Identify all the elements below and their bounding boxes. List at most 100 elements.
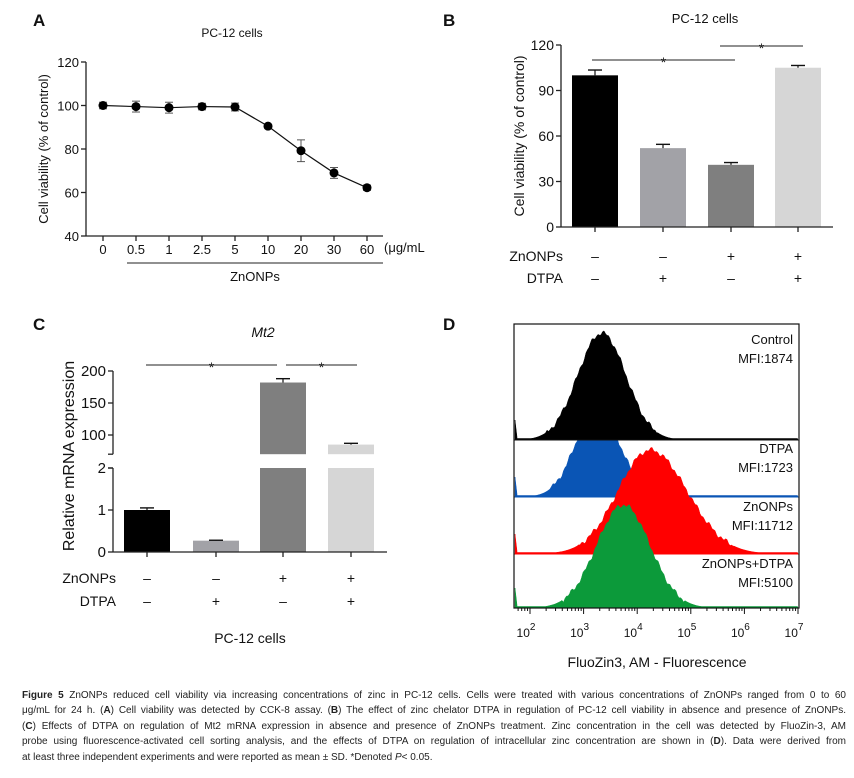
x-tick-label: 60 <box>360 242 374 257</box>
y-tick-label: 40 <box>65 229 79 244</box>
condition-sign: + <box>727 248 735 264</box>
caption-text: ) Cell viability was detected by CCK-8 a… <box>110 705 331 717</box>
data-point <box>98 101 108 110</box>
caption-line: (C) Effects of DTPA on regulation of Mt2… <box>22 719 846 734</box>
y-tick-label: 100 <box>81 427 106 444</box>
significance-star: * <box>661 54 667 70</box>
y-tick-label: 150 <box>81 395 106 412</box>
caption-text: < 0.05. <box>401 751 433 763</box>
caption-line: μg/mL for 24 h. (A) Cell viability was d… <box>22 703 846 718</box>
panel-label-c: C <box>33 315 45 334</box>
mfi-label-control: MFI:1874 <box>738 351 793 366</box>
x-tick-exponent: 3 <box>583 622 589 633</box>
series-label-dtpa: DTPA <box>759 441 793 456</box>
y-tick-label: 90 <box>538 83 554 99</box>
caption-line: Figure 5 ZnONPs reduced cell viability v… <box>22 688 846 703</box>
x-tick-label: 107 <box>785 622 804 640</box>
x-tick-base: 10 <box>677 626 691 640</box>
x-tick-exponent: 4 <box>637 622 643 633</box>
bar-lower-segment <box>328 468 374 552</box>
panel-label-d: D <box>443 315 455 334</box>
condition-sign: – <box>143 570 151 586</box>
bar-upper-segment <box>328 444 374 455</box>
condition-label-znonps: ZnONPs <box>509 248 563 264</box>
condition-sign: – <box>143 593 151 609</box>
caption-line: at least three independent experiments a… <box>22 750 846 765</box>
caption-text: probe using fluorescence-activated cell … <box>22 736 714 748</box>
caption-bold-text: C <box>25 720 33 732</box>
x-tick-base: 10 <box>731 626 745 640</box>
mfi-label-znonps-dtpa: MFI:5100 <box>738 575 793 590</box>
condition-sign: + <box>212 593 220 609</box>
x-axis-label: FluoZin3, AM - Fluorescence <box>568 654 747 670</box>
chart-title: PC-12 cells <box>201 26 262 40</box>
series-label-control: Control <box>751 332 793 347</box>
significance-star: * <box>319 359 325 375</box>
caption-text: ) Effects of DTPA on regulation of Mt2 m… <box>32 720 846 732</box>
x-tick-base: 10 <box>517 626 531 640</box>
condition-label-dtpa: DTPA <box>80 593 117 609</box>
y-tick-label: 0 <box>98 544 106 561</box>
x-tick-label: 104 <box>624 622 643 640</box>
x-tick-exponent: 5 <box>691 622 697 633</box>
caption-text: ZnONPs reduced cell viability via increa… <box>63 690 846 701</box>
x-tick-label: 103 <box>570 622 589 640</box>
y-tick-label: 120 <box>531 37 555 53</box>
caption-bold-text: B <box>330 705 339 717</box>
x-tick-exponent: 2 <box>530 622 536 633</box>
caption-text: at least three independent experiments a… <box>22 751 395 763</box>
x-tick-label: 106 <box>731 622 750 640</box>
condition-sign: – <box>591 270 599 286</box>
y-tick-label: 2 <box>98 460 106 477</box>
y-tick-label: 120 <box>57 55 79 70</box>
condition-sign: – <box>591 248 599 264</box>
y-tick-label: 0 <box>546 219 554 235</box>
bar <box>775 67 821 227</box>
y-tick-label: 100 <box>57 99 79 114</box>
condition-sign: + <box>279 570 287 586</box>
data-point <box>131 102 141 112</box>
caption-italic-text: P <box>394 751 402 763</box>
y-axis-label: Cell viability (% of control) <box>36 74 51 224</box>
condition-sign: + <box>659 270 667 286</box>
caption-text: μg/mL for 24 h. ( <box>22 705 104 717</box>
series-label-znonps: ZnONPs <box>743 499 793 514</box>
condition-sign: – <box>212 570 220 586</box>
histogram-control <box>514 330 799 441</box>
caption-bold-text: D <box>713 736 721 748</box>
y-tick-label: 80 <box>65 142 79 157</box>
mfi-label-dtpa: MFI:1723 <box>738 460 793 475</box>
histogram-znonps <box>514 447 799 555</box>
data-point <box>362 183 372 193</box>
caption-bold-text: Figure 5 <box>22 690 64 701</box>
y-tick-label: 200 <box>81 363 106 380</box>
x-tick-label: 1 <box>165 242 172 257</box>
x-unit-label: (μg/mL <box>384 240 425 255</box>
x-tick-label: 102 <box>517 622 536 640</box>
plot-frame <box>513 323 800 609</box>
y-tick-label: 1 <box>98 502 106 519</box>
data-point <box>263 121 273 131</box>
y-tick-label: 60 <box>538 128 554 144</box>
bar <box>572 75 618 227</box>
x-axis-label: PC-12 cells <box>214 630 286 646</box>
bar <box>124 510 170 552</box>
data-point <box>296 146 306 156</box>
panel-c-bar-chart: Mt2 100 150 200 0 1 2 Relative mRNA expression *… <box>61 324 387 646</box>
x-tick-base: 10 <box>570 626 584 640</box>
condition-sign: + <box>794 248 802 264</box>
panel-a-line-chart: PC-12 cells 40 60 80 100 120 0 0.5 1 2.5 5 10 20 30 60… <box>36 26 425 284</box>
data-point <box>197 102 207 112</box>
x-tick-label: 0 <box>99 242 106 257</box>
condition-sign: + <box>347 570 355 586</box>
condition-sign: + <box>794 270 802 286</box>
bar <box>640 148 686 227</box>
data-line <box>102 104 368 189</box>
data-point <box>329 168 339 178</box>
mfi-label-znonps: MFI:11712 <box>732 518 793 533</box>
data-point <box>230 102 240 112</box>
x-tick-label: 2.5 <box>193 242 211 257</box>
bar <box>708 164 754 227</box>
